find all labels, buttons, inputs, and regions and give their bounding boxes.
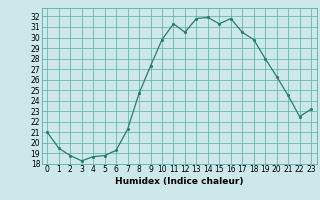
X-axis label: Humidex (Indice chaleur): Humidex (Indice chaleur) — [115, 177, 244, 186]
